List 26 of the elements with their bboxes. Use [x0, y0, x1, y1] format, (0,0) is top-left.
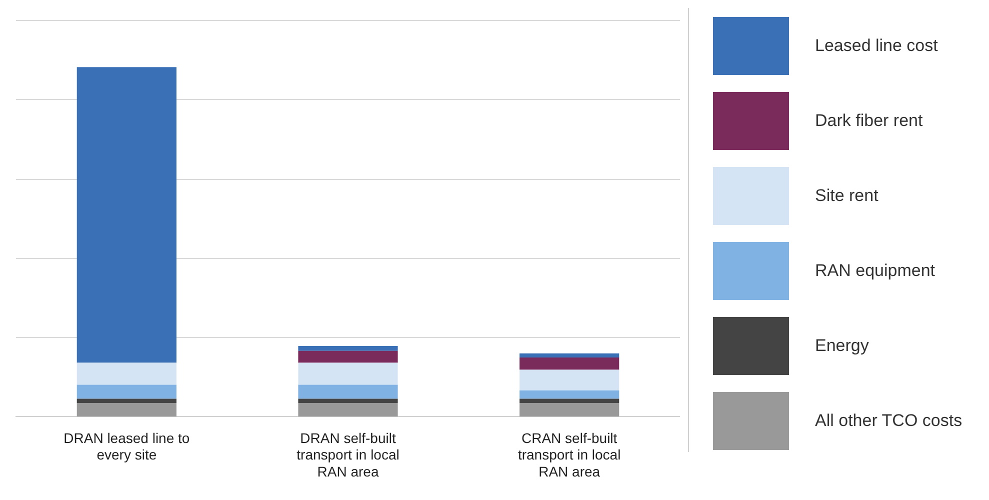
bar — [76, 362, 176, 385]
x-tick-label: DRAN leased line to every site — [64, 430, 190, 463]
bar — [520, 353, 620, 358]
bar — [76, 402, 176, 417]
text: RAN equipment — [815, 260, 936, 280]
text: Energy — [815, 336, 869, 356]
x-tick-label: DRAN self-built transport in local RAN area — [296, 430, 400, 480]
x-tick-label: CRAN self-built transport in local RAN area — [518, 430, 621, 480]
bar — [520, 358, 620, 370]
bar — [520, 390, 620, 399]
bar — [520, 398, 620, 403]
bar — [298, 384, 398, 399]
bar — [298, 362, 398, 385]
bar — [76, 398, 176, 403]
bar — [76, 67, 176, 363]
text: All other TCO costs — [815, 410, 962, 430]
bar — [298, 346, 398, 351]
bar — [298, 402, 398, 417]
text: Dark fiber rent — [815, 110, 923, 130]
bar — [520, 370, 620, 390]
bar — [520, 402, 620, 417]
bar — [298, 350, 398, 363]
text: Site rent — [815, 186, 878, 206]
text: Leased line cost — [815, 36, 938, 56]
bar — [298, 398, 398, 403]
bar — [76, 384, 176, 399]
